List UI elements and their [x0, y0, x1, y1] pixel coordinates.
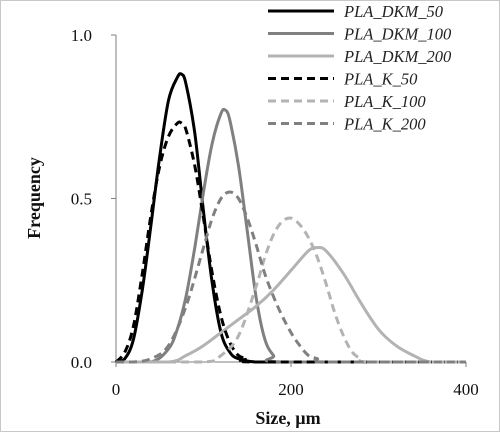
- y-tick-label: 1.0: [71, 26, 92, 45]
- series-line-pla-k-50: [114, 120, 466, 364]
- series-line-pla-k-100: [115, 216, 466, 364]
- y-tick-label: 0.0: [71, 353, 92, 372]
- series-line-pla-dkm-100: [115, 107, 466, 364]
- legend-label: PLA_DKM_200: [343, 47, 452, 66]
- legend-label: PLA_DKM_100: [343, 25, 452, 44]
- legend-label: PLA_K_50: [343, 70, 418, 89]
- series-layer: [114, 72, 466, 364]
- legend: PLA_DKM_50 PLA_DKM_100 PLA_DKM_200 PLA_K_50…: [268, 2, 452, 134]
- x-tick-label: 200: [278, 380, 304, 399]
- legend-label: PLA_K_100: [343, 92, 426, 111]
- series-line-pla-k-200: [115, 190, 466, 364]
- x-axis-title: Size, µm: [255, 408, 320, 428]
- x-tick-label: 400: [453, 380, 479, 399]
- series-line-pla-dkm-200: [115, 245, 466, 364]
- y-axis-title: Frequency: [24, 157, 44, 239]
- legend-label: PLA_DKM_50: [343, 2, 444, 21]
- y-tick-label: 0.5: [71, 190, 92, 209]
- x-tick-label: 0: [112, 380, 121, 399]
- legend-label: PLA_K_200: [343, 115, 426, 134]
